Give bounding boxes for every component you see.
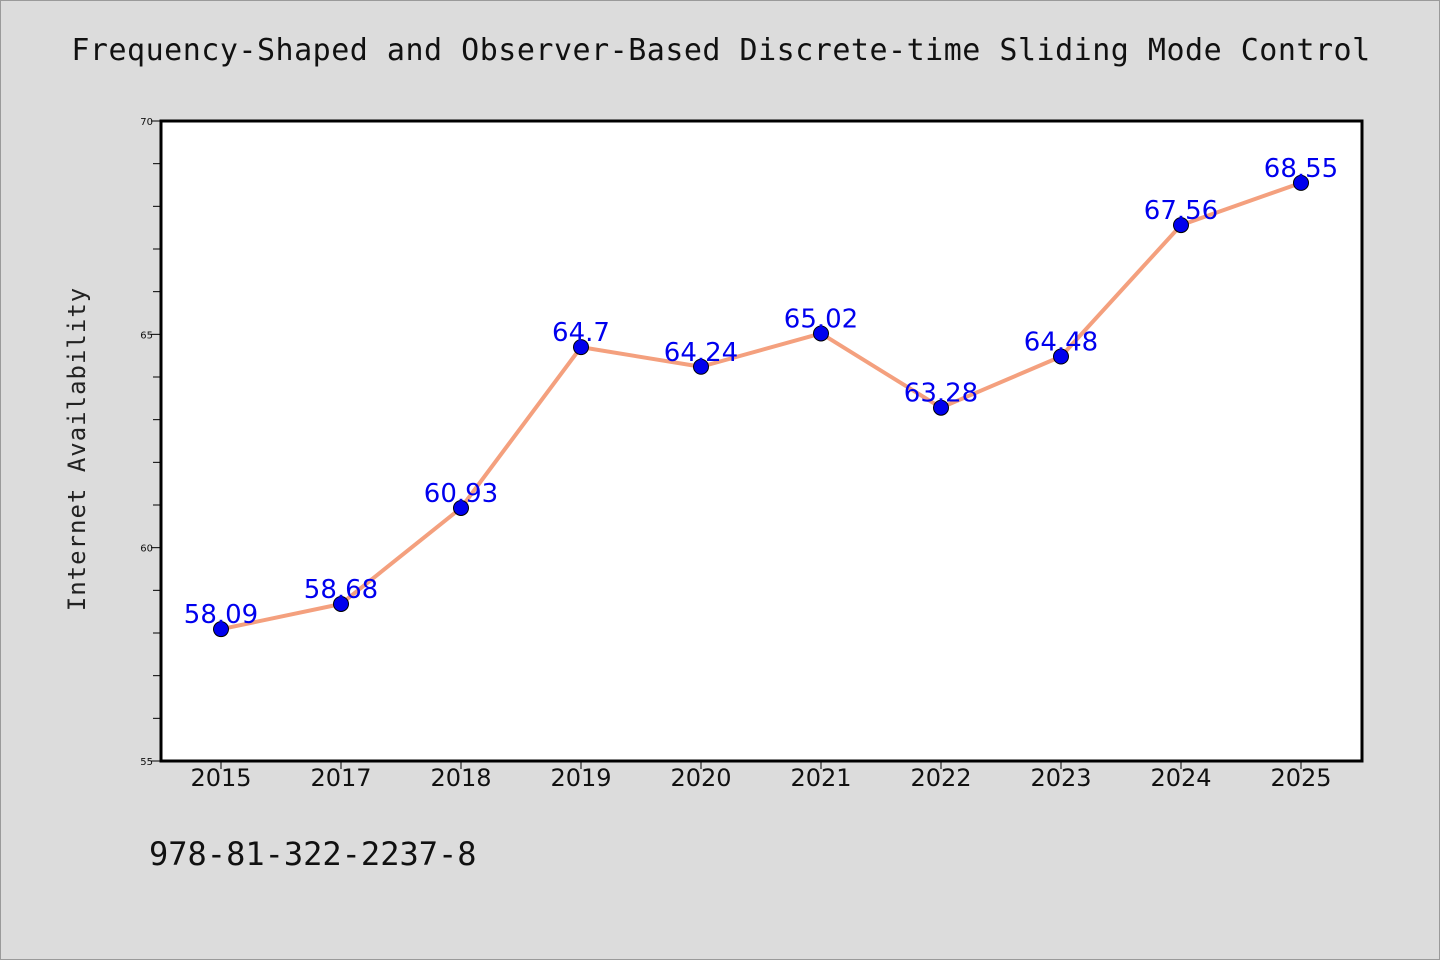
axis-ticks: 55 60 65 70 2015 2017 2018 2019 2020 2021 2022 2023…	[140, 117, 1331, 792]
x-tick-label: 2021	[790, 764, 851, 792]
data-point	[1173, 217, 1189, 234]
data-point	[933, 399, 949, 416]
data-point	[333, 595, 349, 612]
data-label: 64.48	[1024, 328, 1098, 358]
y-axis-label: Internet Availability	[63, 287, 91, 611]
data-label: 58.09	[184, 600, 258, 630]
plot-frame	[159, 119, 1364, 763]
x-tick-label: 2025	[1270, 764, 1331, 792]
x-tick-label: 2023	[1030, 764, 1091, 792]
data-point	[213, 621, 229, 638]
plot-area	[161, 121, 1362, 761]
y-tick-label: 65	[140, 330, 153, 341]
data-point	[1053, 348, 1069, 365]
data-label: 64.24	[664, 338, 738, 368]
x-tick-label: 2024	[1150, 764, 1211, 792]
data-label: 65.02	[784, 304, 858, 334]
x-tick-label: 2017	[310, 764, 371, 792]
data-point	[573, 339, 589, 356]
y-tick-label: 55	[140, 757, 153, 768]
data-label: 58.68	[304, 575, 378, 605]
data-point	[453, 499, 469, 516]
data-label: 63.28	[904, 379, 978, 409]
y-tick-label: 70	[140, 117, 153, 128]
chart-title: Frequency-Shaped and Observer-Based Disc…	[71, 33, 1371, 68]
isbn-footer: 978-81-322-2237-8	[149, 835, 477, 873]
data-point	[693, 358, 709, 375]
data-label: 60.93	[424, 479, 498, 509]
series-line	[219, 180, 1303, 632]
x-tick-label: 2015	[190, 764, 251, 792]
x-tick-label: 2022	[910, 764, 971, 792]
data-label: 67.56	[1144, 196, 1218, 226]
data-labels: 58.09 58.68 60.93 64.7 64.24 65.02 63.28 64.48 6…	[184, 154, 1338, 630]
data-point	[1293, 174, 1309, 191]
x-tick-label: 2020	[670, 764, 731, 792]
y-tick-label: 60	[140, 544, 153, 555]
data-label: 64.7	[552, 318, 610, 348]
x-tick-label: 2018	[430, 764, 491, 792]
series-layer	[213, 174, 1309, 638]
data-label: 68.55	[1264, 154, 1338, 184]
data-point	[813, 325, 829, 342]
x-tick-label: 2019	[550, 764, 611, 792]
